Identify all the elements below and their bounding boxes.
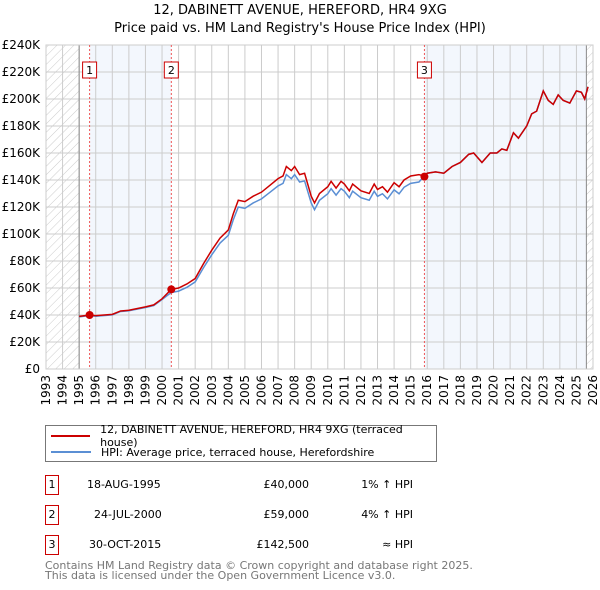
x-tick-label: 2026: [586, 375, 600, 406]
sale-hpi: 1% ↑ HPI: [361, 478, 413, 491]
x-tick-label: 2022: [520, 375, 534, 406]
x-tick-label: 2017: [437, 375, 451, 406]
x-tick-label: 2020: [487, 375, 501, 406]
x-tick-label: 2012: [354, 375, 368, 406]
legend-label: HPI: Average price, terraced house, Here…: [101, 445, 375, 459]
sale-marker-badge: 1: [45, 475, 59, 495]
sale-point: [167, 285, 176, 294]
sale-marker-label: 1: [86, 64, 93, 77]
y-tick-label: £180K: [2, 119, 42, 133]
sale-marker-label: 2: [168, 64, 175, 77]
legend-swatch-blue: [51, 451, 91, 453]
x-tick-label: 2018: [453, 375, 467, 406]
legend-item-property: 12, DABINETT AVENUE, HEREFORD, HR4 9XG (…: [46, 423, 436, 449]
x-tick-label: 2025: [569, 375, 583, 406]
y-tick-label: £120K: [2, 200, 42, 214]
y-tick-label: £100K: [2, 227, 42, 241]
sale-row: 3 30-OCT-2015 £142,500 ≈ HPI: [45, 535, 445, 555]
x-tick-label: 1998: [122, 375, 136, 406]
x-tick-label: 1993: [39, 375, 53, 406]
sale-date: 18-AUG-1995: [87, 478, 161, 491]
x-tick-label: 2010: [321, 375, 335, 406]
x-tick-label: 2024: [553, 375, 567, 406]
y-tick-label: £240K: [2, 38, 42, 52]
x-tick-label: 2013: [371, 375, 385, 406]
legend-label: 12, DABINETT AVENUE, HEREFORD, HR4 9XG (…: [100, 423, 403, 449]
x-tick-label: 2007: [271, 375, 285, 406]
sale-marker-box: [163, 61, 179, 79]
legend-item-hpi: HPI: Average price, terraced house, Here…: [46, 444, 374, 460]
sale-marker-box: [416, 61, 432, 79]
chart-subtitle: Price paid vs. HM Land Registry's House …: [114, 21, 486, 36]
x-tick-label: 2009: [304, 375, 318, 406]
x-tick-label: 1999: [138, 375, 152, 406]
footer-licence: This data is licensed under the Open Gov…: [45, 569, 396, 582]
chart-legend: 12, DABINETT AVENUE, HEREFORD, HR4 9XG (…: [45, 423, 437, 462]
x-tick-label: 1996: [89, 375, 103, 406]
x-tick-label: 2023: [536, 375, 550, 406]
x-tick-label: 2015: [404, 375, 418, 406]
price-paid-line: [79, 86, 589, 318]
x-tick-label: 2005: [238, 375, 252, 406]
sale-price: £40,000: [263, 478, 310, 491]
sale-price: £59,000: [263, 508, 310, 521]
x-tick-label: 2003: [205, 375, 219, 406]
x-tick-label: 1994: [56, 375, 70, 406]
sale-row: 2 24-JUL-2000 £59,000 4% ↑ HPI: [45, 505, 445, 525]
y-tick-label: £200K: [2, 92, 42, 106]
y-tick-label: £40K: [9, 308, 41, 322]
legend-swatch-red: [51, 435, 91, 437]
y-tick-label: £0: [25, 362, 40, 376]
x-tick-label: 2021: [503, 375, 517, 406]
x-tick-label: 2011: [337, 375, 351, 406]
x-tick-label: 2006: [254, 375, 268, 406]
x-tick-label: 2000: [155, 375, 169, 406]
sale-hpi: ≈ HPI: [382, 538, 413, 551]
x-tick-label: 2016: [420, 375, 434, 406]
plot-border: [45, 44, 594, 370]
sale-row: 1 18-AUG-1995 £40,000 1% ↑ HPI: [45, 475, 445, 495]
sale-price: £142,500: [256, 538, 310, 551]
sale-point: [420, 172, 429, 181]
y-tick-label: £80K: [9, 254, 41, 268]
x-tick-label: 1995: [72, 375, 86, 406]
y-tick-label: £220K: [2, 65, 42, 79]
x-tick-label: 2004: [221, 375, 235, 406]
sale-marker-label: 3: [421, 64, 428, 77]
x-tick-label: 2008: [288, 375, 302, 406]
y-tick-label: £160K: [2, 146, 42, 160]
y-tick-label: £60K: [9, 281, 41, 295]
chart-title: 12, DABINETT AVENUE, HEREFORD, HR4 9XG: [153, 3, 447, 18]
y-tick-label: £140K: [2, 173, 42, 187]
sale-marker-badge: 2: [45, 505, 59, 525]
x-tick-label: 2002: [188, 375, 202, 406]
sale-marker-box: [82, 61, 98, 79]
sale-date: 30-OCT-2015: [89, 538, 162, 551]
x-tick-label: 2014: [387, 375, 401, 406]
footer-copyright: Contains HM Land Registry data © Crown c…: [45, 559, 473, 572]
x-tick-label: 2019: [470, 375, 484, 406]
sale-marker-badge: 3: [45, 535, 59, 555]
x-tick-label: 2001: [172, 375, 186, 406]
sale-date: 24-JUL-2000: [94, 508, 162, 521]
sale-hpi: 4% ↑ HPI: [361, 508, 413, 521]
y-tick-label: £20K: [9, 335, 41, 349]
price-chart: £0 £20K £40K £60K £80K £100K £120K £140K £160K £1…: [2, 38, 600, 406]
sale-point: [85, 311, 94, 319]
x-tick-label: 1997: [105, 375, 119, 406]
